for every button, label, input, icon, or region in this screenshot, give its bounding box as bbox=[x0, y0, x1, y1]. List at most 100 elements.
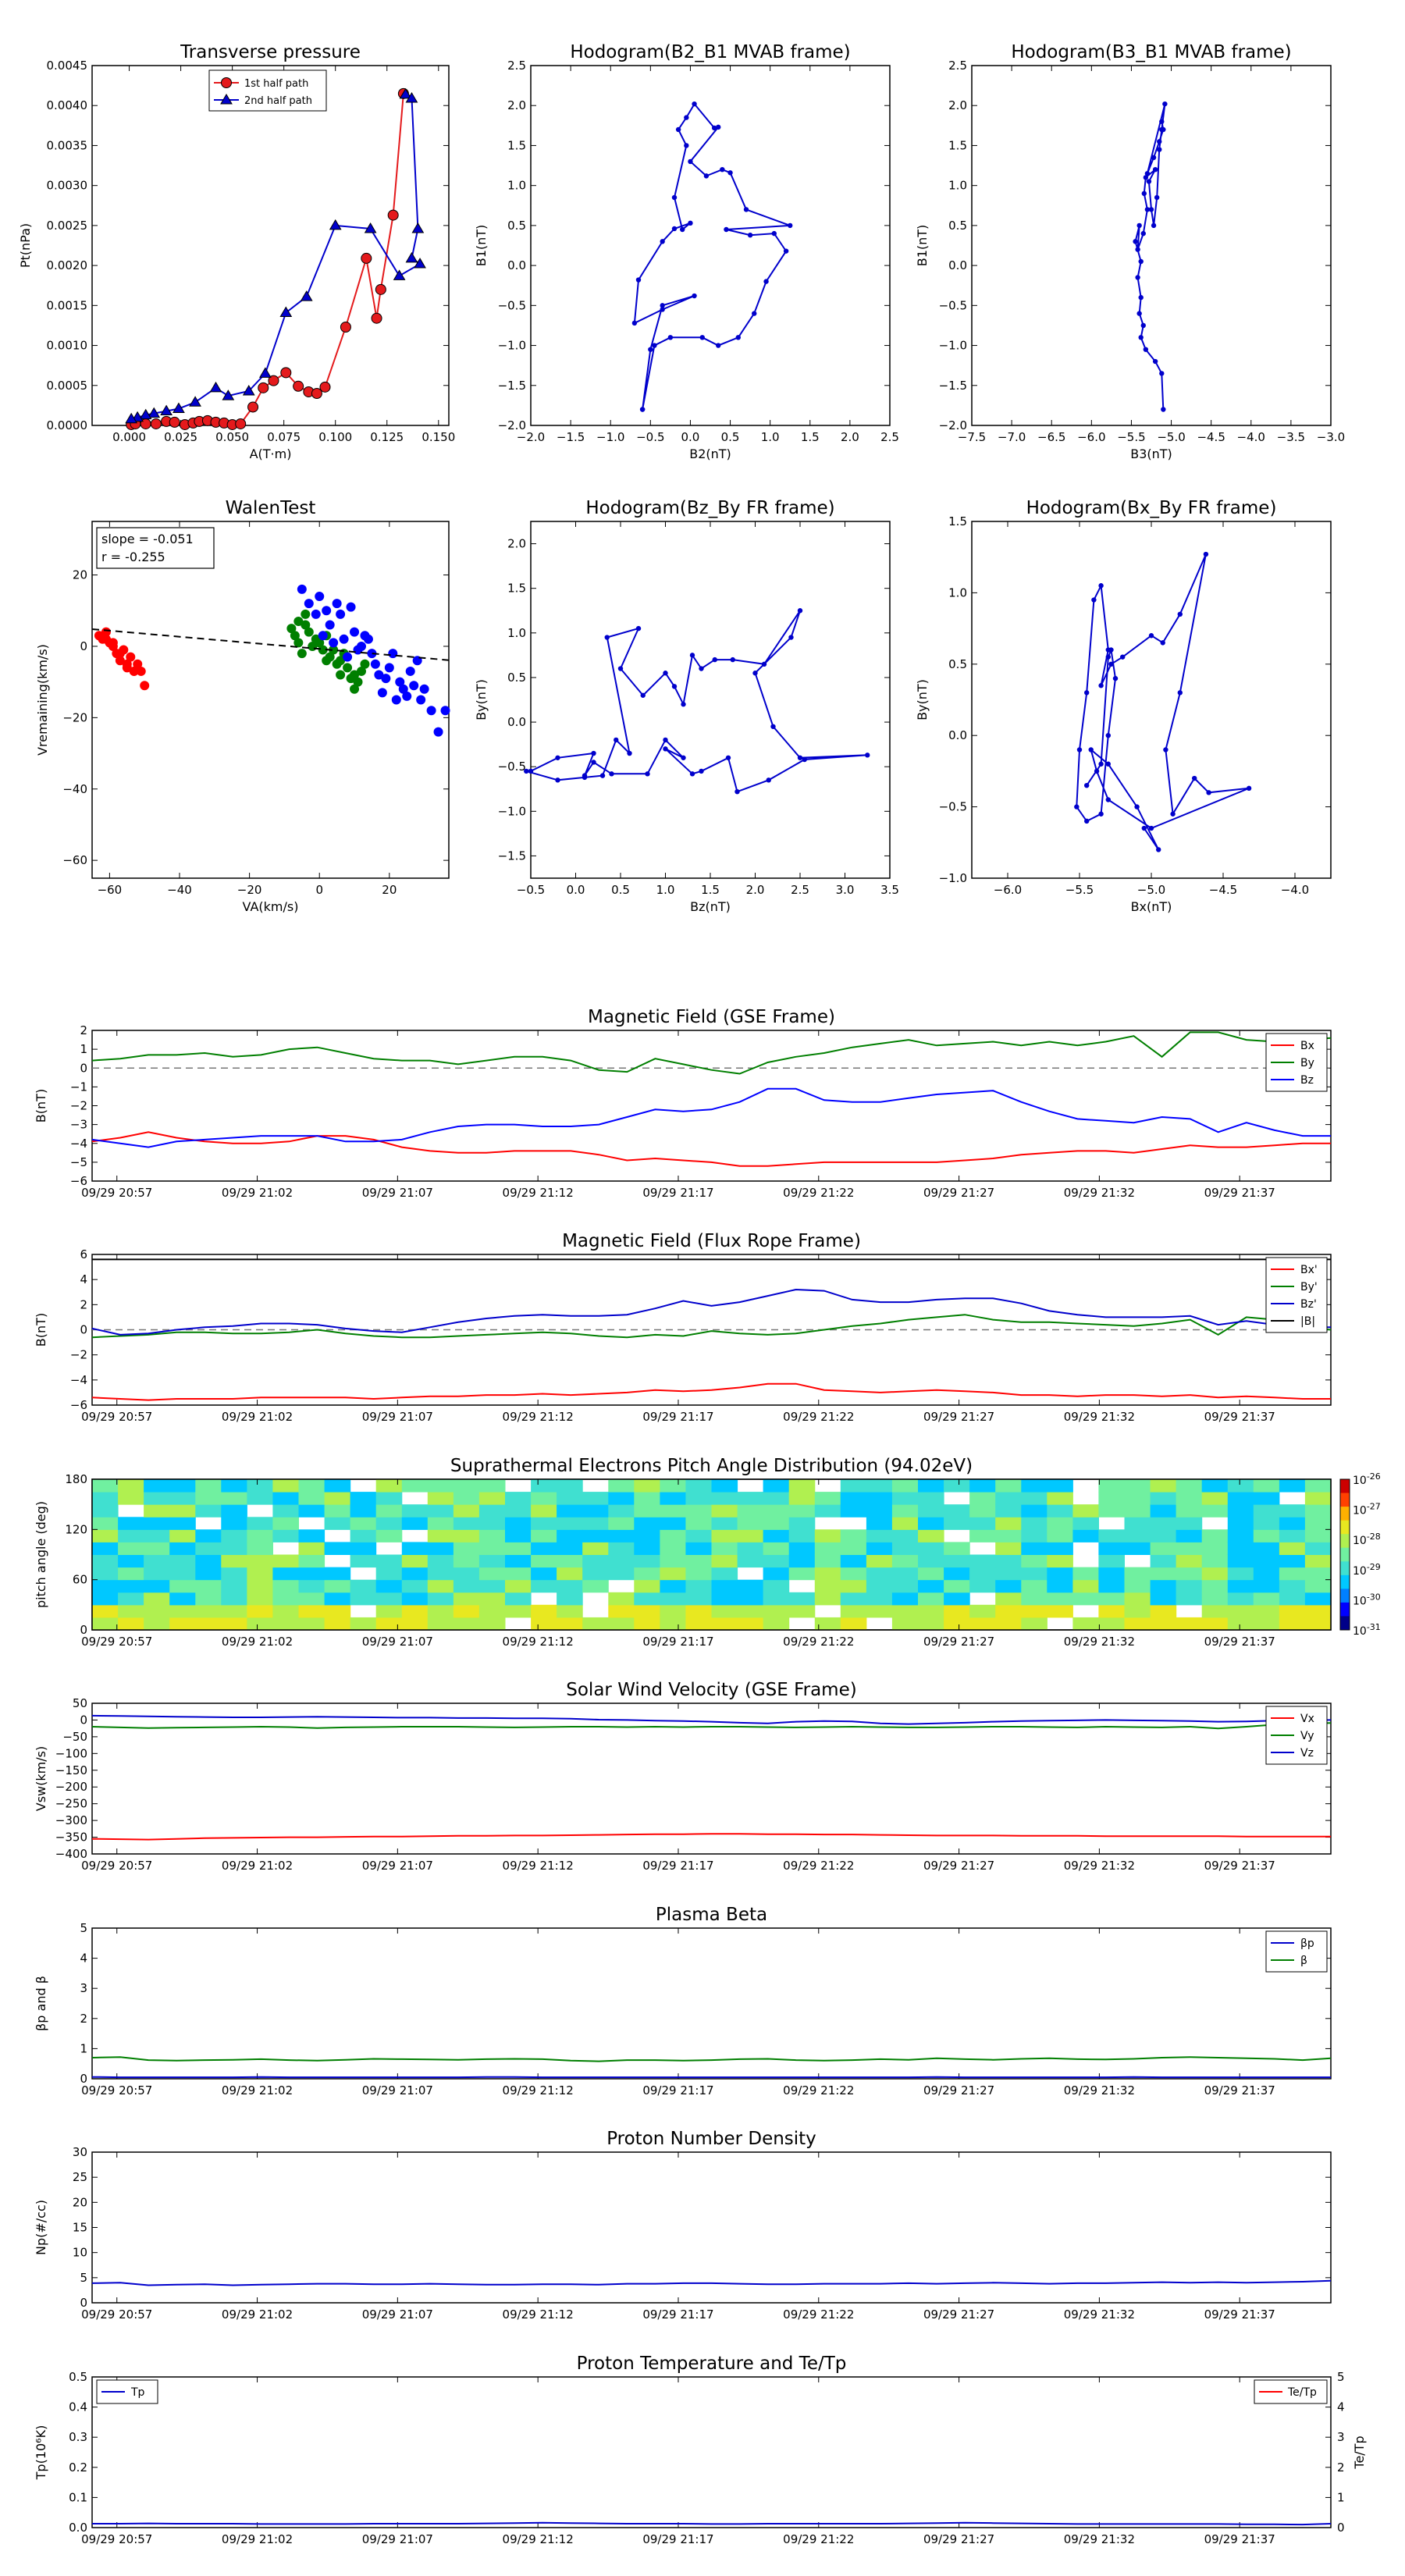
legend-label: Bz' bbox=[1300, 1298, 1317, 1311]
heatmap-cell bbox=[298, 1504, 325, 1517]
heatmap-cell bbox=[350, 1592, 377, 1606]
heatmap-cell bbox=[195, 1604, 222, 1618]
heatmap-cells bbox=[92, 1479, 1332, 1631]
data-point bbox=[1136, 311, 1142, 316]
time-tick-label: 09/29 21:22 bbox=[783, 1186, 854, 1200]
data-point bbox=[1141, 825, 1147, 831]
heatmap-cell bbox=[840, 1567, 867, 1581]
heatmap-cell bbox=[1304, 1604, 1332, 1618]
legend-label: 1st half path bbox=[244, 78, 308, 90]
data-point bbox=[1206, 790, 1211, 795]
data-point-blue bbox=[304, 599, 314, 609]
heatmap-cell bbox=[118, 1529, 144, 1542]
heatmap-cell bbox=[1227, 1592, 1254, 1606]
heatmap-cell bbox=[1021, 1479, 1048, 1493]
heatmap-cell bbox=[298, 1479, 325, 1493]
data-point bbox=[1138, 294, 1144, 301]
y-tick-label: 60 bbox=[73, 1573, 87, 1587]
heatmap-cell bbox=[1021, 1554, 1048, 1568]
data-point bbox=[1154, 194, 1160, 201]
heatmap-cell bbox=[1176, 1504, 1203, 1517]
heatmap-cell bbox=[144, 1479, 170, 1493]
legend-label: 2nd half path bbox=[244, 95, 312, 107]
heatmap-cell bbox=[891, 1517, 919, 1530]
heatmap-cell bbox=[427, 1504, 454, 1517]
heatmap-cell bbox=[1253, 1567, 1280, 1581]
heatmap-cell bbox=[634, 1492, 660, 1505]
heatmap-cell bbox=[711, 1529, 738, 1542]
data-point bbox=[1112, 675, 1119, 681]
heatmap-cell bbox=[866, 1579, 893, 1593]
heatmap-cell bbox=[401, 1579, 429, 1593]
heatmap-cell bbox=[247, 1517, 273, 1530]
heatmap-cell bbox=[1098, 1479, 1125, 1493]
heatmap-cell bbox=[478, 1517, 506, 1530]
heatmap-cell bbox=[531, 1529, 557, 1542]
data-point bbox=[1151, 155, 1157, 161]
data-point bbox=[555, 755, 560, 760]
heatmap-cell bbox=[737, 1529, 764, 1542]
y-tick-label: 1 bbox=[80, 2041, 87, 2055]
heatmap-cell bbox=[763, 1517, 790, 1530]
heatmap-cell bbox=[1176, 1617, 1203, 1631]
heatmap-cell bbox=[324, 1504, 351, 1517]
data-point-green bbox=[293, 638, 304, 648]
heatmap-cell bbox=[891, 1604, 919, 1618]
heatmap-cell bbox=[531, 1617, 557, 1631]
y-tick-label: 2.5 bbox=[507, 59, 526, 73]
heatmap-cell bbox=[1021, 1567, 1048, 1581]
heatmap-cell bbox=[1253, 1579, 1280, 1593]
heatmap-cell bbox=[995, 1504, 1022, 1517]
y-tick-label: −6 bbox=[70, 1398, 87, 1412]
heatmap-cell bbox=[531, 1567, 557, 1581]
legend-label: Vz bbox=[1300, 1747, 1314, 1759]
data-point bbox=[681, 755, 686, 760]
heatmap-cell bbox=[144, 1592, 170, 1606]
heatmap-cell bbox=[1072, 1517, 1099, 1530]
y2-tick-label: 2 bbox=[1337, 2460, 1345, 2475]
data-point bbox=[766, 777, 771, 783]
time-tick-label: 09/29 21:22 bbox=[783, 1859, 854, 1873]
data-point-blue bbox=[322, 606, 332, 616]
data-point bbox=[743, 207, 749, 212]
heatmap-cell bbox=[505, 1554, 532, 1568]
y-tick-label: 0.0005 bbox=[47, 379, 88, 393]
data-point bbox=[258, 382, 269, 393]
plot-frame bbox=[530, 521, 891, 879]
data-point bbox=[783, 248, 789, 254]
heatmap-cell bbox=[401, 1592, 429, 1606]
time-tick-label: 09/29 21:32 bbox=[1064, 1186, 1135, 1200]
heatmap-cell bbox=[866, 1542, 893, 1555]
data-point bbox=[268, 375, 279, 386]
heatmap-cell bbox=[995, 1529, 1022, 1542]
heatmap-cell bbox=[427, 1579, 454, 1593]
heatmap-cell bbox=[427, 1517, 454, 1530]
time-tick-label: 09/29 21:07 bbox=[362, 2532, 433, 2546]
chart-hxy: Hodogram(Bx_By FR frame) −1.0 −0.5 0.0 0.5 1.… bbox=[915, 498, 1332, 914]
x-tick-label: −2.0 bbox=[517, 430, 545, 444]
heatmap-cell bbox=[505, 1592, 532, 1606]
data-point bbox=[148, 407, 161, 418]
data-point-blue bbox=[433, 727, 443, 737]
heatmap-cell bbox=[582, 1567, 609, 1581]
data-point bbox=[604, 635, 610, 640]
y-tick-label: 25 bbox=[73, 2170, 87, 2184]
heatmap-cell bbox=[531, 1554, 557, 1568]
y-axis-label: B1(nT) bbox=[474, 225, 489, 267]
heatmap-cell bbox=[582, 1504, 609, 1517]
heatmap-cell bbox=[660, 1579, 686, 1593]
colorbar-segment bbox=[1340, 1520, 1350, 1535]
data-point bbox=[1076, 747, 1083, 753]
heatmap-cell bbox=[531, 1504, 557, 1517]
heatmap-cell bbox=[660, 1542, 686, 1555]
heatmap-cell bbox=[788, 1492, 816, 1505]
y-tick-label: 2.5 bbox=[948, 59, 967, 73]
heatmap-cell bbox=[557, 1617, 583, 1631]
heatmap-cell bbox=[401, 1554, 429, 1568]
heatmap-cell bbox=[711, 1542, 738, 1555]
heatmap-cell bbox=[1227, 1542, 1254, 1555]
y-tick-label: −0.5 bbox=[939, 800, 967, 814]
heatmap-cell bbox=[118, 1517, 144, 1530]
time-tick-label: 09/29 20:57 bbox=[81, 1186, 152, 1200]
